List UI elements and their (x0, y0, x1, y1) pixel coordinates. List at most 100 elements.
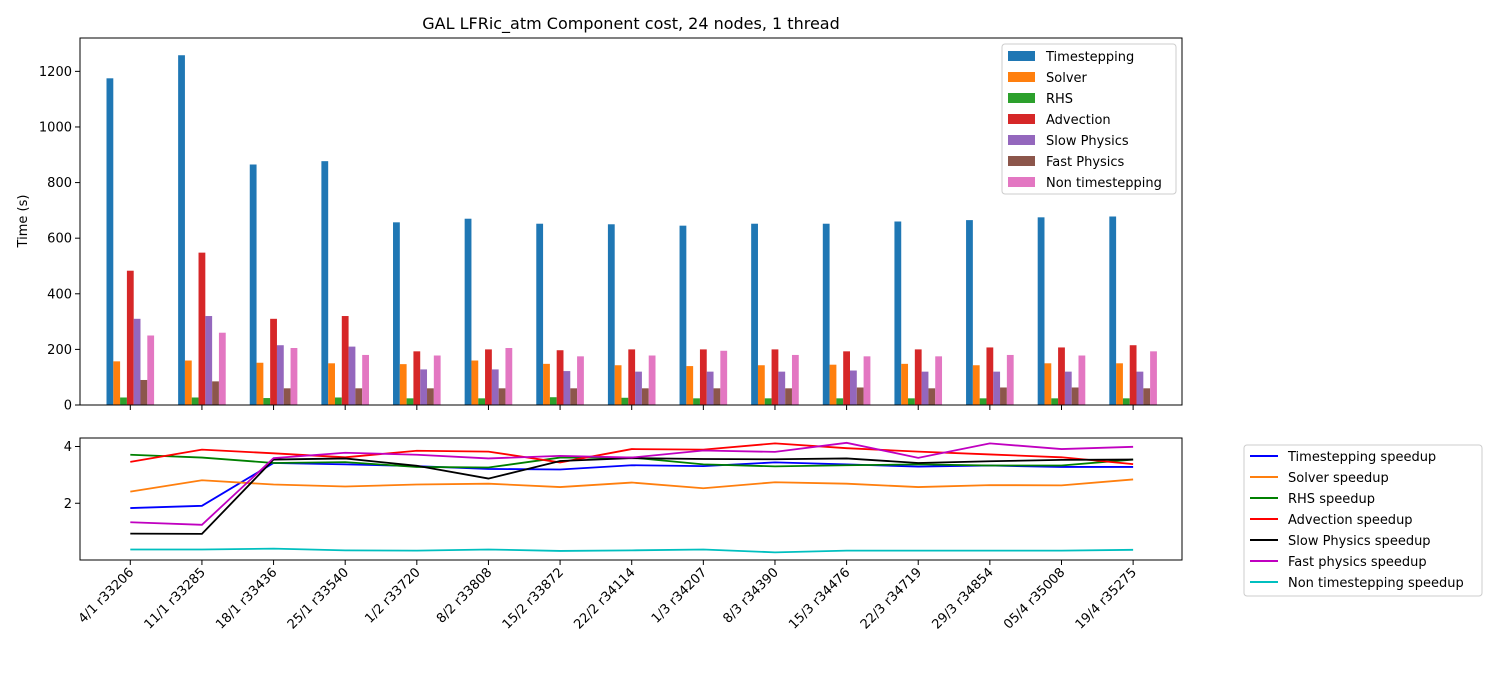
bar-advection-2 (270, 318, 277, 405)
bar-slow-physics-8 (706, 371, 714, 405)
y-tick-label: 4 (64, 440, 72, 455)
plot-area-frame (79, 437, 1183, 561)
bar-rhs-10 (836, 398, 844, 405)
bar-non-timestepping-12 (1006, 354, 1014, 405)
bar-slow-physics-10 (850, 370, 857, 405)
legend-swatch (1008, 93, 1035, 103)
bar-rhs-13 (1051, 398, 1059, 405)
bar-non-timestepping-10 (863, 356, 871, 405)
bar-non-timestepping-7 (648, 355, 656, 405)
bar-rhs-14 (1122, 398, 1130, 405)
bar-slow-physics-7 (635, 371, 642, 405)
bar-timestepping-3 (321, 161, 329, 405)
legend-swatch (1008, 51, 1035, 61)
plot-area-frame (79, 37, 1183, 406)
bar-slow-physics-12 (993, 371, 1001, 405)
bar-advection-4 (413, 351, 421, 405)
bar-fast-physics-12 (1000, 387, 1007, 405)
bar-fast-physics-9 (785, 388, 792, 405)
bar-slow-physics-1 (205, 316, 213, 405)
bar-advection-8 (699, 349, 707, 405)
bar-solver-8 (686, 366, 694, 405)
bar-slow-physics-4 (420, 369, 428, 405)
bar-slow-physics-2 (276, 345, 284, 405)
bar-rhs-2 (263, 398, 271, 405)
legend-label: Fast Physics (1046, 155, 1125, 170)
bar-fast-physics-10 (856, 387, 864, 405)
bar-timestepping-14 (1109, 216, 1117, 405)
legend-label: RHS speedup (1288, 492, 1375, 507)
bar-non-timestepping-3 (362, 354, 369, 405)
y-tick-label: 0 (64, 399, 72, 414)
bar-timestepping-9 (751, 223, 758, 405)
bar-fast-physics-2 (283, 388, 291, 405)
bar-timestepping-10 (822, 223, 830, 405)
legend-swatch (1008, 72, 1035, 82)
bar-timestepping-6 (536, 223, 544, 405)
legend-box (1001, 43, 1177, 195)
legend: Timestepping Solver RHS Advection Slow Physi… (1001, 43, 1177, 195)
bar-solver-0 (113, 361, 121, 405)
bar-rhs-4 (406, 398, 414, 405)
legend-label: Advection speedup (1288, 513, 1413, 528)
bar-rhs-11 (908, 398, 915, 405)
bar-timestepping-12 (966, 220, 973, 405)
bar-advection-9 (771, 349, 779, 405)
bar-solver-13 (1044, 363, 1052, 405)
bar-fast-physics-1 (212, 381, 219, 405)
bar-non-timestepping-9 (791, 354, 799, 405)
legend-swatch (1008, 177, 1035, 187)
bar-fast-physics-5 (498, 388, 506, 405)
bar-solver-7 (614, 365, 622, 405)
bar-fast-physics-14 (1143, 388, 1151, 405)
bar-solver-12 (972, 365, 980, 405)
bar-non-timestepping-2 (290, 348, 298, 405)
bar-rhs-9 (764, 398, 772, 405)
bar-fast-physics-6 (570, 388, 578, 405)
legend-label: Timestepping speedup (1287, 450, 1436, 465)
bar-solver-3 (328, 363, 335, 405)
legend-box (1243, 444, 1483, 597)
legend: Timestepping speedup Solver speedup RHS sp… (1243, 444, 1483, 597)
bar-solver-5 (471, 360, 479, 405)
chart-title: GAL LFRic_atm Component cost, 24 nodes, … (422, 14, 840, 34)
bar-non-timestepping-8 (720, 350, 728, 405)
y-axis-ticks: 24 (64, 440, 80, 512)
bar-non-timestepping-0 (147, 335, 155, 405)
bar-rhs-12 (979, 398, 987, 405)
bar-slow-physics-6 (563, 371, 571, 405)
y-tick-label: 1000 (39, 120, 72, 135)
bar-solver-6 (543, 363, 550, 405)
bar-series-group (106, 55, 1157, 406)
bar-advection-0 (126, 270, 134, 405)
bar-solver-2 (256, 362, 264, 405)
bar-rhs-7 (621, 397, 629, 405)
line-non-timestepping-speedup (130, 547, 1134, 554)
bar-fast-physics-4 (427, 388, 434, 405)
line-solver-speedup (130, 478, 1134, 493)
bar-advection-11 (914, 349, 922, 405)
bar-slow-physics-3 (348, 346, 356, 405)
bar-timestepping-4 (393, 222, 400, 405)
bar-non-timestepping-4 (433, 355, 441, 405)
bar-slow-physics-14 (1136, 371, 1144, 405)
legend-label: Solver (1046, 71, 1088, 86)
bar-fast-physics-7 (641, 388, 649, 405)
bar-non-timestepping-5 (505, 348, 513, 405)
bar-rhs-6 (549, 397, 557, 405)
bar-non-timestepping-13 (1078, 355, 1086, 405)
legend-swatch (1008, 156, 1035, 166)
bar-timestepping-0 (106, 78, 114, 405)
line-advection-speedup (130, 442, 1134, 465)
legend-label: Fast physics speedup (1288, 555, 1427, 570)
bar-slow-physics-5 (491, 369, 499, 405)
bar-solver-10 (829, 364, 837, 405)
bar-non-timestepping-6 (577, 356, 584, 405)
bar-slow-physics-11 (921, 371, 929, 405)
bar-rhs-3 (334, 397, 342, 405)
bar-rhs-8 (693, 398, 700, 405)
bar-fast-physics-0 (140, 379, 148, 405)
y-axis-label: Time (s) (16, 195, 31, 249)
bar-slow-physics-0 (133, 318, 141, 405)
